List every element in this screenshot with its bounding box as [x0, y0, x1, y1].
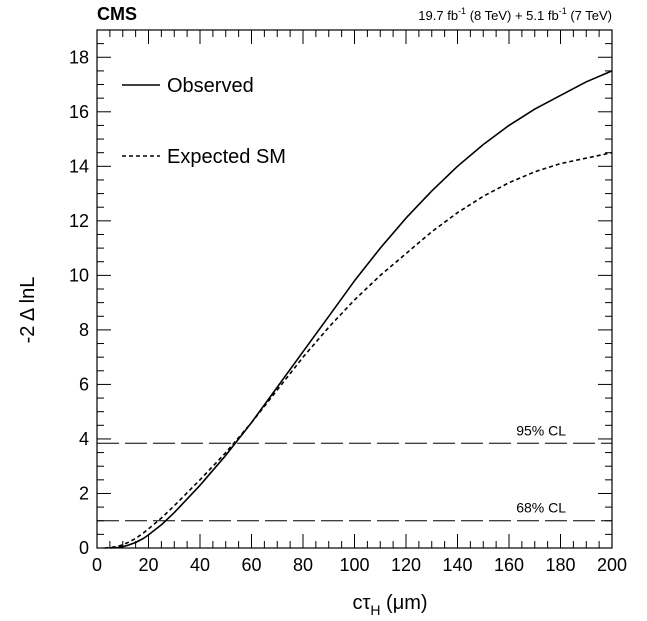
- axes: [96, 29, 613, 549]
- y-tick-label: 2: [79, 483, 89, 503]
- legend-label: Observed: [167, 75, 254, 97]
- x-tick-label: 40: [190, 555, 210, 575]
- legend-label: Expected SM: [167, 146, 286, 168]
- y-tick-label: 12: [69, 211, 89, 231]
- x-tick-label: 200: [597, 555, 627, 575]
- y-tick-label: 8: [79, 320, 89, 340]
- x-tick-label: 20: [138, 555, 158, 575]
- cl-reference-label: 68% CL: [516, 500, 566, 516]
- experiment-label: CMS: [97, 4, 137, 24]
- x-axis-title: cτH (μm): [352, 592, 427, 618]
- y-tick-label: 18: [69, 47, 89, 67]
- reference-lines: 95% CL 68% CL: [97, 422, 612, 522]
- y-tick-label: 0: [79, 538, 89, 558]
- y-tick-label: 16: [69, 102, 89, 122]
- y-tick-label: 10: [69, 265, 89, 285]
- x-tick-label: 120: [391, 555, 421, 575]
- x-tick-label: 180: [545, 555, 575, 575]
- series-lines: [104, 70, 613, 549]
- legend: Observed Expected SM: [122, 75, 286, 168]
- x-tick-label: 100: [339, 555, 369, 575]
- plot-frame: [96, 29, 613, 549]
- observed-curve: [109, 70, 613, 549]
- ticks: 0 20 40 60 80 100 120 140 160 180 200 0 2 4 6 8 10 12 14 16…: [69, 29, 627, 575]
- luminosity-label: 19.7 fb-1 (8 TeV) + 5.1 fb-1 (7 TeV): [418, 6, 612, 23]
- y-tick-label: 4: [79, 429, 89, 449]
- expected-sm-curve: [104, 151, 613, 549]
- x-tick-label: 160: [494, 555, 524, 575]
- y-tick-label: 6: [79, 374, 89, 394]
- x-tick-label: 140: [442, 555, 472, 575]
- x-tick-label: 0: [92, 555, 102, 575]
- y-axis-title: -2 Δ lnL: [17, 277, 39, 344]
- x-tick-label: 80: [293, 555, 313, 575]
- cl-reference-label: 95% CL: [516, 422, 566, 438]
- y-tick-label: 14: [69, 156, 89, 176]
- x-tick-label: 60: [241, 555, 261, 575]
